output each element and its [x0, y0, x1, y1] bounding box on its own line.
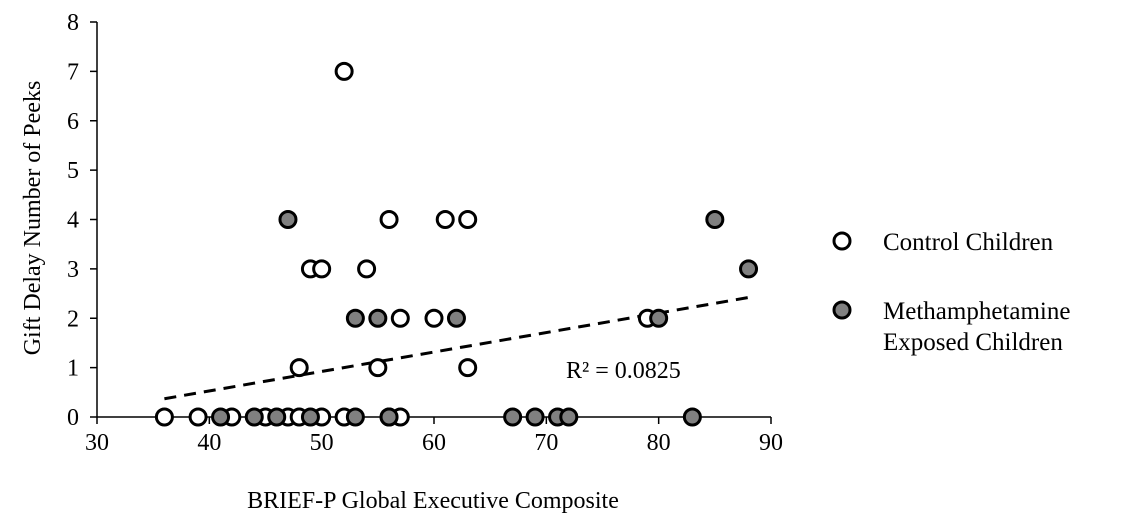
y-tick-label: 2: [67, 306, 79, 332]
x-tick-label: 80: [647, 430, 671, 456]
control-point: [390, 308, 410, 328]
x-axis-ticks: 30 40 50 60 70 80 90: [85, 417, 783, 456]
y-axis-ticks: 0 1 2 3 4 5 6 7 8: [67, 10, 97, 431]
control-point: [188, 407, 208, 427]
meth-exposed-point: [739, 259, 759, 279]
meth-exposed-point: [379, 407, 399, 427]
y-tick-label: 0: [67, 405, 79, 431]
y-tick-label: 5: [67, 158, 79, 184]
control-point: [435, 210, 455, 229]
x-tick-label: 50: [310, 430, 334, 456]
x-axis-title: BRIEF-P Global Executive Composite: [247, 488, 619, 514]
x-tick-label: 30: [85, 430, 109, 456]
y-tick-label: 3: [67, 257, 79, 283]
meth-exposed-point: [503, 407, 523, 427]
x-tick-label: 40: [197, 430, 221, 456]
legend: Control Children Methamphetamine Exposed…: [832, 229, 1070, 356]
meth-exposed-point: [345, 308, 365, 328]
meth-exposed-point: [211, 407, 231, 427]
x-tick-label: 70: [534, 430, 558, 456]
meth-exposed-point: [368, 308, 388, 328]
control-point: [334, 61, 354, 81]
legend-marker-meth: [832, 300, 852, 320]
legend-label-meth-line2: Exposed Children: [883, 329, 1063, 356]
meth-exposed-point: [559, 407, 579, 427]
x-tick-label: 60: [422, 430, 446, 456]
control-point: [368, 358, 388, 378]
meth-exposed-point: [682, 407, 702, 427]
data-points: [154, 61, 759, 427]
meth-exposed-point: [345, 407, 365, 427]
meth-exposed-point: [525, 407, 545, 427]
control-point: [458, 210, 478, 229]
x-tick-label: 90: [759, 430, 783, 456]
control-point: [379, 210, 399, 229]
y-tick-label: 6: [67, 109, 79, 135]
control-point: [154, 407, 174, 427]
r-squared-label: R² = 0.0825: [566, 358, 681, 384]
control-point: [312, 259, 332, 279]
control-point: [424, 308, 444, 328]
meth-exposed-point: [649, 308, 669, 328]
legend-label-meth-line1: Methamphetamine: [883, 298, 1070, 325]
y-tick-label: 8: [67, 10, 79, 36]
meth-exposed-point: [300, 407, 320, 427]
legend-label-control: Control Children: [883, 229, 1054, 256]
y-tick-label: 4: [67, 208, 79, 234]
meth-exposed-point: [705, 210, 725, 229]
y-tick-label: 7: [67, 59, 79, 85]
y-axis-title: Gift Delay Number of Peeks: [20, 81, 46, 356]
meth-exposed-point: [267, 407, 287, 427]
control-point: [289, 358, 309, 378]
legend-marker-control: [832, 231, 852, 251]
meth-exposed-point: [278, 210, 298, 229]
control-point: [357, 259, 377, 279]
y-tick-label: 1: [67, 356, 79, 382]
meth-exposed-point: [244, 407, 264, 427]
control-point: [458, 358, 478, 378]
meth-exposed-point: [446, 308, 466, 328]
